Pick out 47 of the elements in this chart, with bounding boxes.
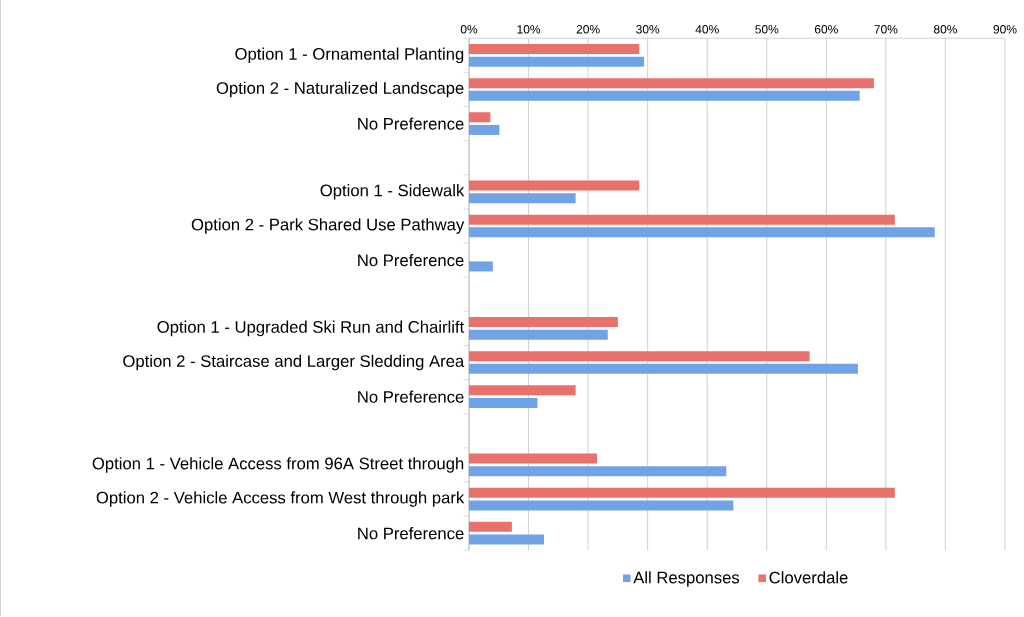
bar (469, 385, 576, 396)
bar (469, 227, 935, 238)
x-tick-label: 0% (460, 25, 478, 34)
bar (469, 317, 618, 328)
x-tick-label: 40% (695, 25, 719, 34)
bar (469, 351, 810, 362)
x-tick-label: 90% (993, 25, 1017, 34)
bar (469, 78, 874, 89)
bar (469, 180, 640, 191)
bar (469, 398, 538, 409)
y-tick-label: Option 1 - Ornamental Planting (235, 47, 464, 64)
x-tick-label: 10% (517, 25, 541, 34)
y-tick-label: Option 2 - Naturalized Landscape (216, 81, 464, 98)
legend-label: Cloverdale (769, 571, 848, 584)
y-tick-label: Option 1 - Upgraded Ski Run and Chairlift (157, 320, 465, 337)
y-tick-label: Option 1 - Sidewalk (320, 184, 465, 200)
bar (469, 364, 858, 375)
bar (469, 91, 860, 102)
bar (469, 522, 512, 533)
bar (469, 261, 493, 272)
bar (469, 453, 598, 464)
x-tick-label: 80% (933, 25, 958, 34)
y-tick-label: No Preference (358, 527, 464, 540)
y-tick-label: Option 1 - Vehicle Access from 96A Street through (92, 457, 464, 473)
y-tick-label: Option 2 - Staircase and Larger Sledding Area (123, 354, 465, 371)
bar (469, 56, 645, 67)
x-tick-label: 60% (814, 25, 838, 34)
legend-label: All Responses (633, 571, 740, 587)
bar (469, 44, 640, 55)
y-tick-label: Option 2 - Vehicle Access from West through park (96, 491, 465, 508)
bar (469, 534, 545, 545)
bar (469, 487, 895, 498)
bar (469, 112, 491, 123)
bar (469, 466, 727, 477)
x-tick-label: 30% (636, 25, 660, 34)
y-tick-label: Option 2 - Park Shared Use Pathway (191, 218, 465, 234)
bar (469, 329, 608, 340)
bar (469, 214, 895, 225)
x-tick-label: 70% (874, 25, 898, 34)
x-tick-label: 50% (755, 25, 779, 34)
y-tick-label: No Preference (358, 390, 464, 404)
y-tick-label: No Preference (358, 254, 464, 267)
bar (469, 500, 734, 511)
y-tick-label: No Preference (358, 117, 464, 130)
x-tick-label: 20% (576, 25, 600, 34)
bar (469, 193, 576, 204)
bar (469, 125, 500, 136)
